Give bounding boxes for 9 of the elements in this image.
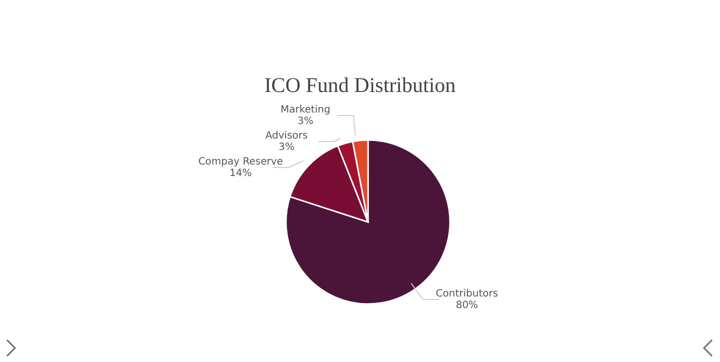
data-label: 14%: [230, 168, 252, 179]
data-label: 80%: [456, 300, 478, 312]
chart-title: ICO Fund Distribution: [263, 73, 457, 98]
data-label: 3%: [297, 116, 314, 127]
slice-label: Compay Reserve: [198, 156, 283, 168]
slice-label: Contributors: [436, 288, 498, 300]
slice-label: Marketing: [280, 104, 330, 116]
data-label: 3%: [278, 142, 294, 153]
slice-label: Advisors: [265, 130, 308, 142]
